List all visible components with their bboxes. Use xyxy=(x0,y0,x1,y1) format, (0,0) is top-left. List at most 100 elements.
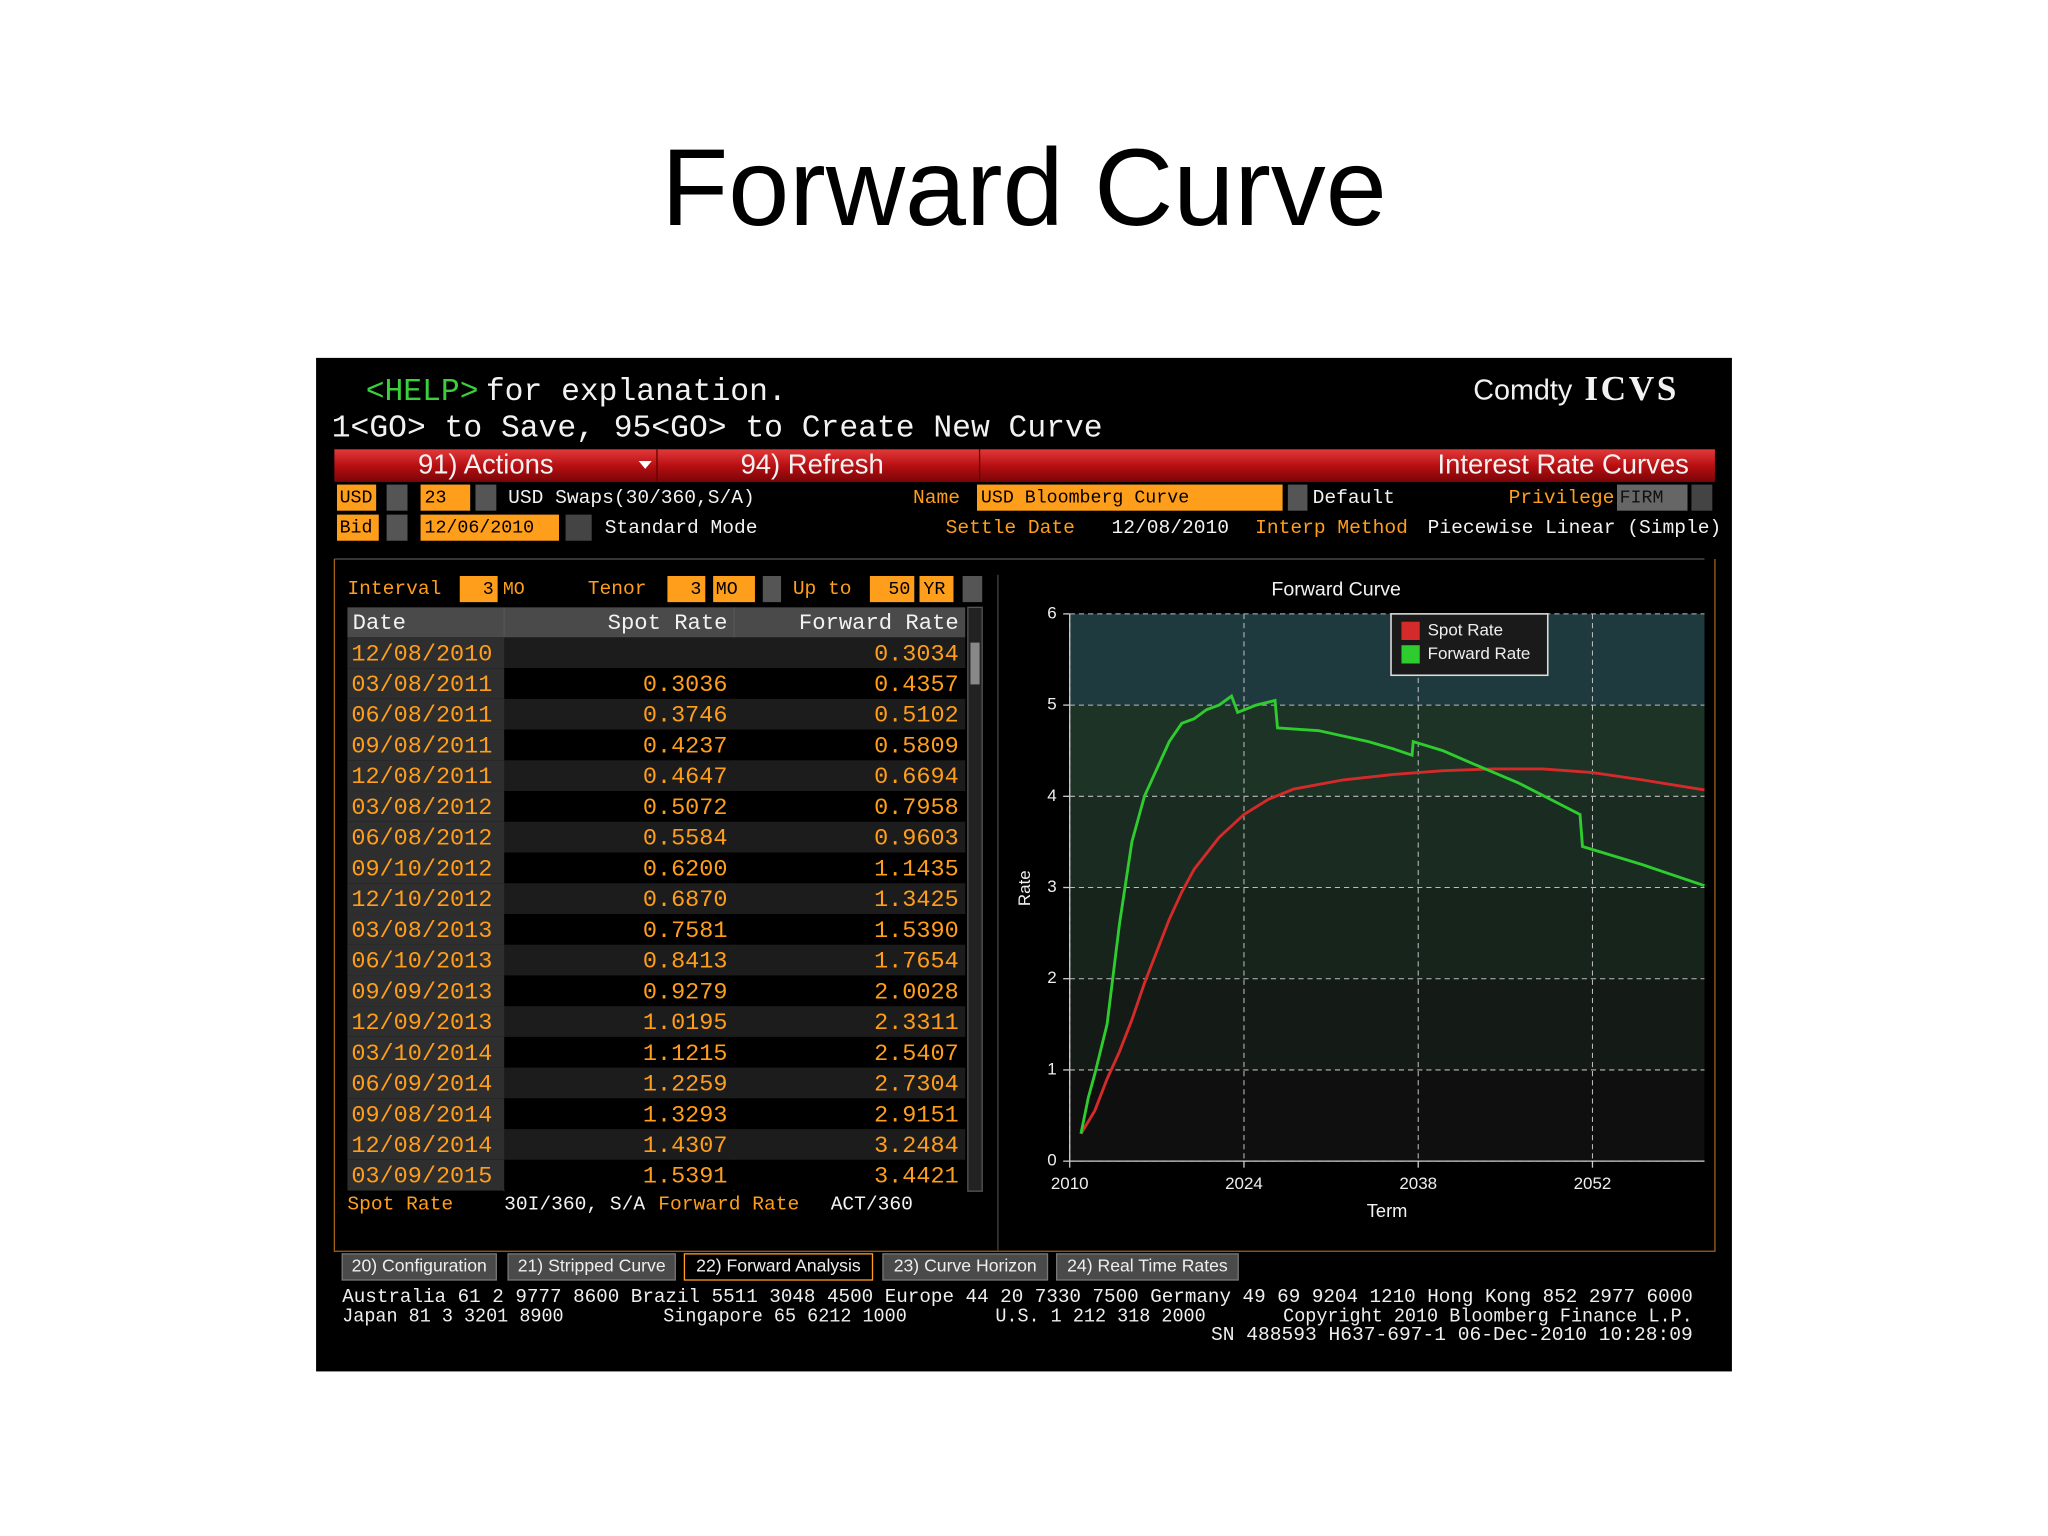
dropdown[interactable] xyxy=(475,484,497,511)
date-cell xyxy=(347,975,505,1007)
scrollbar[interactable] xyxy=(967,606,983,1192)
tab-label: 22) Forward Analysis xyxy=(696,1256,861,1276)
table-cell: 12/10/2012 xyxy=(351,887,492,914)
dropdown[interactable] xyxy=(962,576,983,603)
table-cell: 0.7958 xyxy=(874,795,959,822)
upto-field[interactable] xyxy=(869,576,915,603)
spot-note-label: Spot Rate xyxy=(347,1193,453,1215)
privilege-field[interactable] xyxy=(1616,484,1688,511)
spot-convention: 30I/360, S/A xyxy=(504,1193,645,1215)
table-cell: 0.5584 xyxy=(643,826,728,853)
table-cell: 2.7304 xyxy=(874,1072,959,1099)
dropdown[interactable] xyxy=(762,576,782,603)
tab[interactable] xyxy=(683,1253,874,1281)
chart-title: Forward Curve xyxy=(1271,579,1401,601)
table-cell: 06/10/2013 xyxy=(351,949,492,976)
plot-band xyxy=(1069,978,1705,1070)
currency-field[interactable] xyxy=(336,484,377,511)
series-line xyxy=(1079,693,1705,1135)
interval-unit: MO xyxy=(503,580,525,600)
date-cell xyxy=(347,821,505,853)
side-field[interactable] xyxy=(336,514,379,541)
refresh-button[interactable]: 94) Refresh xyxy=(741,449,884,480)
date-cell xyxy=(347,637,505,669)
name-field[interactable] xyxy=(976,484,1283,511)
legend-swatch xyxy=(1401,645,1420,664)
table-cell: 0.5809 xyxy=(874,733,959,760)
settle-date: 12/08/2010 xyxy=(1112,517,1230,539)
upto: 50 xyxy=(888,580,910,600)
table-cell: 09/10/2012 xyxy=(351,856,492,883)
y-axis-label: Rate xyxy=(1015,870,1034,906)
table-cell: 0.9279 xyxy=(643,979,728,1006)
name-label: Name xyxy=(913,487,960,509)
table-cell: 03/10/2014 xyxy=(351,1041,492,1068)
x-tick-label: 2010 xyxy=(1051,1174,1089,1193)
date-cell xyxy=(347,1006,505,1037)
x-tick-label: 2024 xyxy=(1225,1174,1263,1193)
interval: 3 xyxy=(483,580,494,600)
dropdown[interactable] xyxy=(386,484,408,511)
help-key[interactable]: <HELP> xyxy=(366,375,479,410)
curve-name: USD Bloomberg Curve xyxy=(981,488,1189,508)
date-cell xyxy=(347,1129,505,1160)
table-header xyxy=(347,607,966,638)
actions-button[interactable]: 91) Actions xyxy=(418,449,554,480)
table-cell: 1.5390 xyxy=(874,918,959,945)
upto-unit-field[interactable] xyxy=(919,576,954,603)
y-tick-label: 0 xyxy=(1047,1151,1056,1170)
table-cell: 0.3746 xyxy=(643,703,728,730)
date-cell xyxy=(347,913,505,945)
table-cell: 0.5072 xyxy=(643,795,728,822)
table-cell: 0.5102 xyxy=(874,703,959,730)
help-text: for explanation. xyxy=(486,375,787,410)
date-cell xyxy=(347,1159,505,1191)
forward-note-label: Forward Rate xyxy=(658,1193,799,1215)
date-field[interactable] xyxy=(420,514,560,541)
calendar-button[interactable] xyxy=(565,514,592,541)
table-cell: 0.3036 xyxy=(643,672,728,699)
tab-label: 23) Curve Horizon xyxy=(894,1256,1037,1276)
table-cell: 09/08/2014 xyxy=(351,1102,492,1129)
privilege-label: Privilege xyxy=(1509,487,1615,509)
table-cell: 1.3425 xyxy=(874,887,959,914)
date-cell xyxy=(347,1067,505,1099)
curve-number-field[interactable] xyxy=(420,484,471,511)
footer-line: Australia 61 2 9777 8600 Brazil 5511 304… xyxy=(342,1286,1693,1308)
table-cell: 12/09/2013 xyxy=(351,1010,492,1037)
upto-unit: YR xyxy=(923,580,945,600)
plot-band xyxy=(1069,613,1705,706)
table-cell: 1.0195 xyxy=(643,1010,728,1037)
table-cell: 06/08/2012 xyxy=(351,826,492,853)
tab[interactable] xyxy=(1056,1253,1239,1281)
tab[interactable] xyxy=(507,1253,676,1281)
forward-chart: Forward Curve Rate Term 0 1 2 3 4 5 6 2010 2024 2… xyxy=(1015,579,1705,1221)
table-cell: 3.4421 xyxy=(874,1164,959,1191)
table-cell: 2.0028 xyxy=(874,979,959,1006)
table-cell: 09/09/2013 xyxy=(351,979,492,1006)
y-tick-label: 5 xyxy=(1047,695,1056,714)
table-cell: 0.4647 xyxy=(643,764,728,791)
tenor-unit-field[interactable] xyxy=(713,576,755,603)
dropdown[interactable] xyxy=(386,514,408,541)
tab[interactable] xyxy=(341,1253,497,1281)
legend-label: Forward Rate xyxy=(1428,644,1531,663)
table-cell: 09/08/2011 xyxy=(351,733,492,760)
interval-field[interactable] xyxy=(459,576,498,603)
tab[interactable] xyxy=(882,1253,1049,1281)
table-cell: 12/08/2011 xyxy=(351,764,492,791)
tenor-field[interactable] xyxy=(667,576,706,603)
date-cell xyxy=(347,698,505,730)
scroll-thumb[interactable] xyxy=(970,642,980,685)
table-cell: 2.3311 xyxy=(874,1010,959,1037)
table-cell: 1.2259 xyxy=(643,1072,728,1099)
table-cell: 0.6870 xyxy=(643,887,728,914)
dropdown[interactable] xyxy=(1691,484,1713,511)
rates-table: Date Spot Rate Forward Rate 12/08/2010 0.303… xyxy=(347,607,966,1192)
panel-frame xyxy=(333,559,1716,1252)
dropdown[interactable] xyxy=(1287,484,1308,511)
curve-date: 12/06/2010 xyxy=(424,519,534,539)
table-cell: 1.4307 xyxy=(643,1133,728,1160)
table-cell: 0.8413 xyxy=(643,949,728,976)
